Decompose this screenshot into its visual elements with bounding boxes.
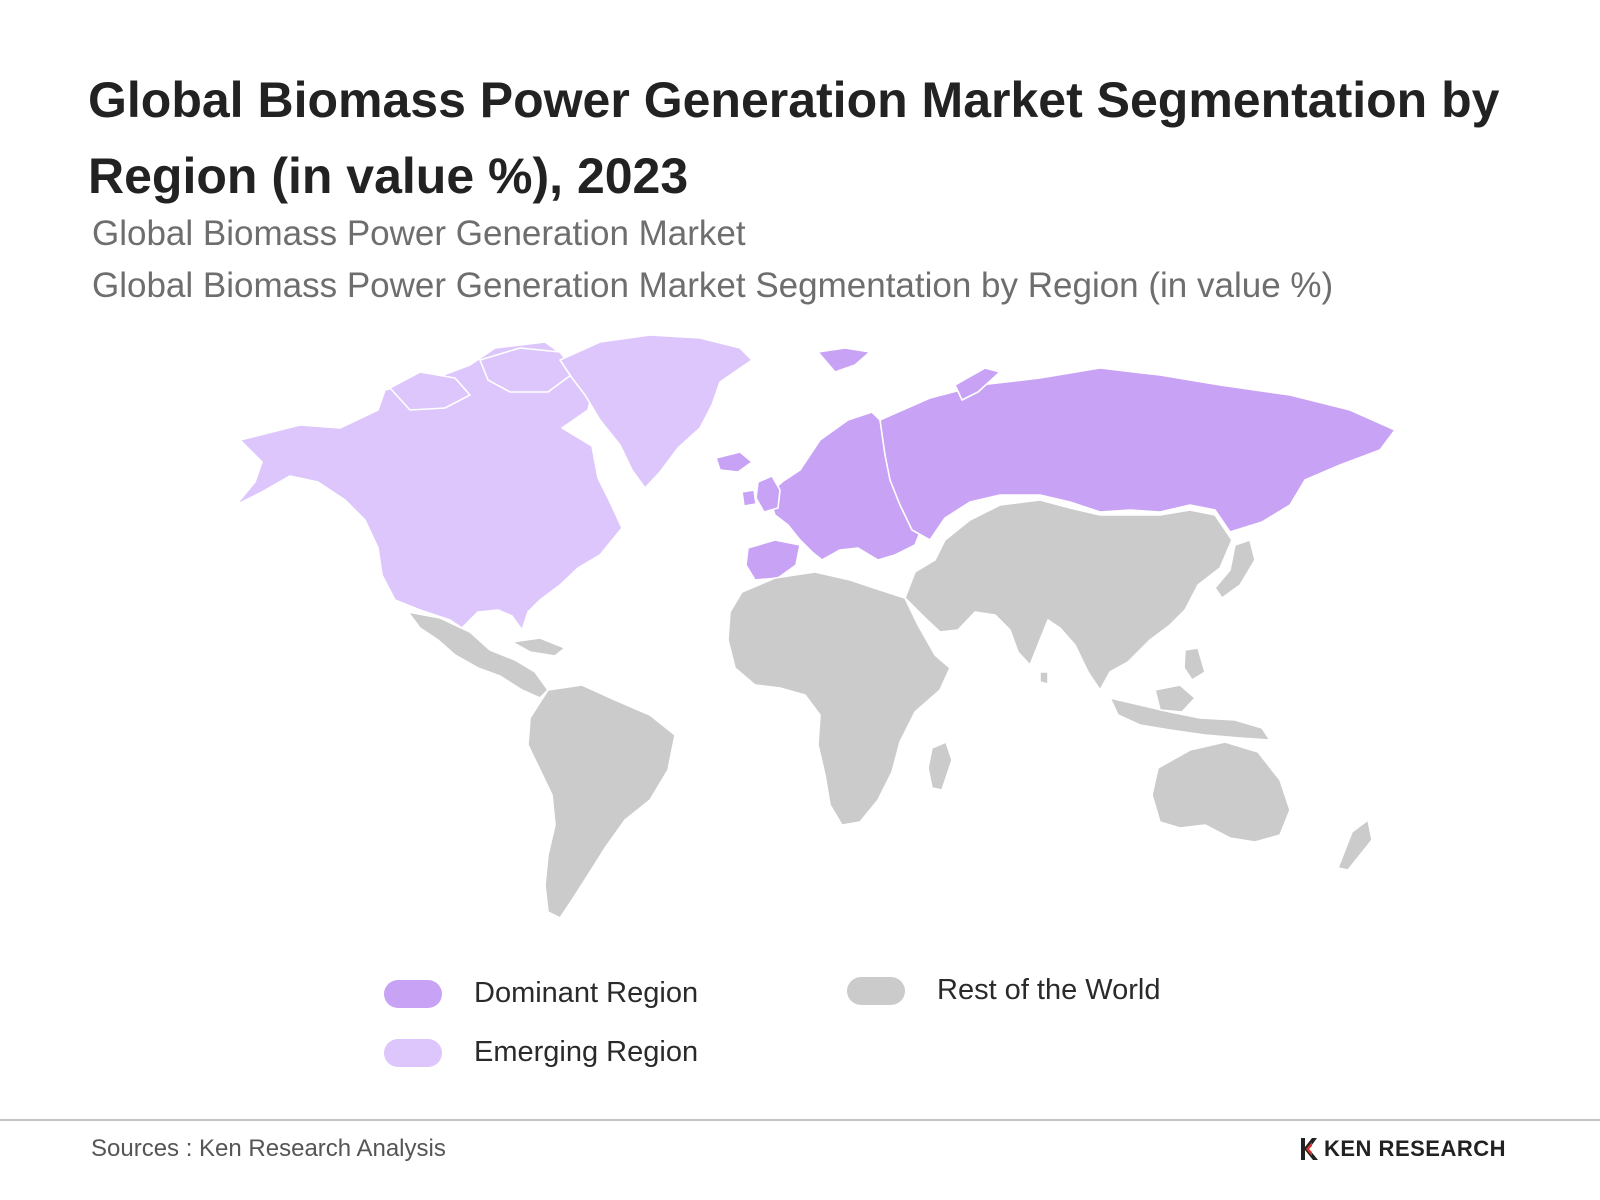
map-region-japan (1214, 539, 1256, 599)
map-region-asia (904, 499, 1233, 691)
chart-subtitle-1: Global Biomass Power Generation Market (92, 214, 746, 253)
map-region-caribbean (511, 637, 566, 657)
map-region-central-america (407, 611, 549, 699)
map-region-madagascar (927, 741, 953, 791)
legend-item-rest: Rest of the World (847, 974, 1161, 1007)
map-region-svalbard (817, 347, 871, 373)
legend-label-dominant: Dominant Region (474, 977, 699, 1009)
map-region-north-america (235, 341, 623, 631)
map-region-new-zealand (1337, 819, 1373, 871)
legend-swatch-emerging (384, 1038, 442, 1067)
legend-label-emerging: Emerging Region (474, 1036, 699, 1068)
map-region-arctic-islands (389, 371, 471, 411)
legend-label-rest: Rest of the World (937, 974, 1161, 1006)
ken-research-logo-icon (1301, 1138, 1318, 1160)
map-region-greenland (559, 334, 753, 489)
map-region-south-america (527, 684, 676, 919)
legend-item-dominant: Dominant Region (384, 977, 698, 1010)
map-region-australia (1151, 741, 1291, 843)
logo-text: KEN RESEARCH (1324, 1136, 1507, 1161)
chart-title: Global Biomass Power Generation Market S… (88, 72, 1500, 204)
legend-swatch-rest (847, 976, 905, 1005)
map-region-borneo (1154, 684, 1196, 713)
map-region-ireland (741, 489, 757, 507)
map-region-philippines (1183, 647, 1206, 681)
map-region-russia (879, 367, 1396, 541)
footer-divider (0, 1119, 1600, 1121)
map-region-sri-lanka (1039, 671, 1049, 685)
legend-item-emerging: Emerging Region (384, 1036, 698, 1069)
chart-subtitle-2: Global Biomass Power Generation Market S… (92, 266, 1334, 305)
map-region-novaya-zemlya (954, 367, 1001, 401)
map-region-uk (755, 475, 781, 513)
map-region-africa (727, 571, 951, 826)
ken-research-logo: KEN RESEARCH (1298, 1136, 1506, 1162)
map-region-iceland (715, 451, 753, 473)
map-region-iberia (745, 539, 801, 581)
map-region-indonesia (1109, 697, 1271, 741)
legend-swatch-dominant (384, 979, 442, 1008)
map-region-baffin (479, 347, 576, 393)
source-note: Sources : Ken Research Analysis (91, 1135, 446, 1162)
